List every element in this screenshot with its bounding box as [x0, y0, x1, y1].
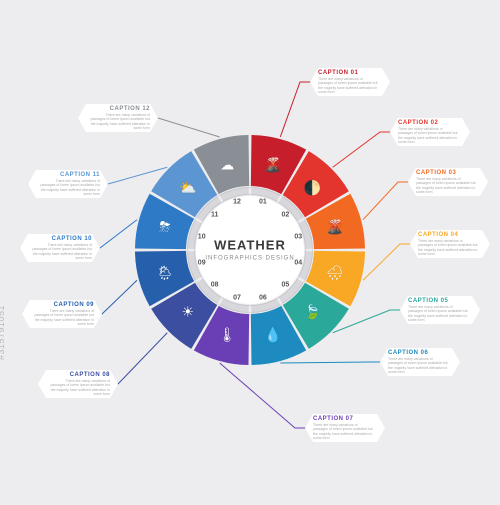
leader-09 — [96, 280, 137, 314]
title-sub: INFOGRAPHICS DESIGN — [205, 255, 294, 262]
caption-title-08: CAPTION 08 — [50, 372, 110, 378]
caption-06: CAPTION 06There are many variations of p… — [380, 348, 470, 376]
leader-12 — [152, 118, 220, 137]
caption-body-01: There are many variations of passages of… — [318, 77, 378, 94]
segment-number-10: 10 — [198, 234, 206, 241]
caption-body-04: There are many variations of passages of… — [418, 239, 478, 256]
caption-title-10: CAPTION 10 — [32, 236, 92, 242]
caption-body-12: There are many variations of passages of… — [90, 113, 150, 130]
caption-title-07: CAPTION 07 — [313, 416, 373, 422]
caption-12: CAPTION 12There are many variations of p… — [68, 104, 158, 132]
caption-title-03: CAPTION 03 — [416, 170, 476, 176]
leader-04 — [363, 244, 416, 280]
caption-title-09: CAPTION 09 — [34, 302, 94, 308]
segment-number-12: 12 — [233, 198, 241, 205]
caption-10: CAPTION 10There are many variations of p… — [10, 234, 100, 262]
segment-icon-07: 🌡 — [218, 327, 236, 344]
caption-08: CAPTION 08There are many variations of p… — [28, 370, 118, 398]
segment-number-02: 02 — [281, 211, 289, 218]
caption-01: CAPTION 01There are many variations of p… — [310, 68, 400, 96]
segment-icon-06: 💧 — [264, 327, 281, 344]
caption-title-12: CAPTION 12 — [90, 106, 150, 112]
caption-07: CAPTION 07There are many variations of p… — [305, 414, 395, 442]
segment-icon-02: 🌓 — [304, 179, 321, 196]
segment-number-06: 06 — [259, 295, 267, 302]
caption-body-09: There are many variations of passages of… — [34, 309, 94, 326]
segment-icon-05: 🍃 — [304, 304, 321, 321]
segment-number-08: 08 — [211, 282, 219, 289]
caption-body-05: There are many variations of passages of… — [408, 305, 468, 322]
segment-icon-12: ☁ — [220, 156, 234, 173]
caption-04: CAPTION 04There are many variations of p… — [410, 230, 500, 258]
segment-icon-04: 🌧 — [326, 264, 344, 281]
leader-06 — [280, 362, 386, 363]
segment-number-11: 11 — [211, 211, 218, 218]
title-main: WEATHER — [205, 238, 294, 254]
caption-body-03: There are many variations of passages of… — [416, 177, 476, 194]
segment-number-01: 01 — [259, 198, 267, 205]
segment-number-04: 04 — [294, 259, 302, 266]
segment-number-07: 07 — [233, 295, 241, 302]
leader-11 — [102, 167, 167, 184]
caption-title-06: CAPTION 06 — [388, 350, 448, 356]
segment-icon-11: ⛅ — [179, 179, 196, 196]
caption-body-06: There are many variations of passages of… — [388, 357, 448, 374]
segment-number-03: 03 — [294, 234, 302, 241]
caption-title-02: CAPTION 02 — [398, 120, 458, 126]
segment-icon-09: 🌦 — [156, 264, 174, 281]
leader-03 — [363, 182, 414, 220]
leader-07 — [220, 363, 311, 428]
segment-icon-03: 🌋 — [326, 219, 343, 236]
caption-body-02: There are many variations of passages of… — [398, 127, 458, 144]
segment-icon-01: 🌋 — [264, 156, 281, 173]
center-title: WEATHER INFOGRAPHICS DESIGN — [205, 238, 294, 263]
caption-03: CAPTION 03There are many variations of p… — [408, 168, 498, 196]
leader-08 — [112, 333, 167, 384]
caption-body-10: There are many variations of passages of… — [32, 243, 92, 260]
caption-title-11: CAPTION 11 — [40, 172, 100, 178]
caption-body-11: There are many variations of passages of… — [40, 179, 100, 196]
caption-05: CAPTION 05There are many variations of p… — [400, 296, 490, 324]
segment-icon-08: ☀ — [181, 304, 194, 321]
watermark: #315791051 — [0, 305, 6, 360]
infographic-stage: WEATHER INFOGRAPHICS DESIGN 01 🌋 CAPTION 0… — [0, 0, 500, 500]
caption-body-08: There are many variations of passages of… — [50, 379, 110, 396]
caption-02: CAPTION 02There are many variations of p… — [390, 118, 480, 146]
caption-title-05: CAPTION 05 — [408, 298, 468, 304]
segment-icon-10: ⛈ — [159, 219, 170, 236]
leader-10 — [94, 220, 137, 248]
caption-body-07: There are many variations of passages of… — [313, 423, 373, 440]
leader-02 — [333, 132, 396, 167]
caption-title-01: CAPTION 01 — [318, 70, 378, 76]
caption-11: CAPTION 11There are many variations of p… — [18, 170, 108, 198]
caption-09: CAPTION 09There are many variations of p… — [12, 300, 102, 328]
segment-number-09: 09 — [198, 259, 206, 266]
segment-number-05: 05 — [281, 282, 289, 289]
caption-title-04: CAPTION 04 — [418, 232, 478, 238]
